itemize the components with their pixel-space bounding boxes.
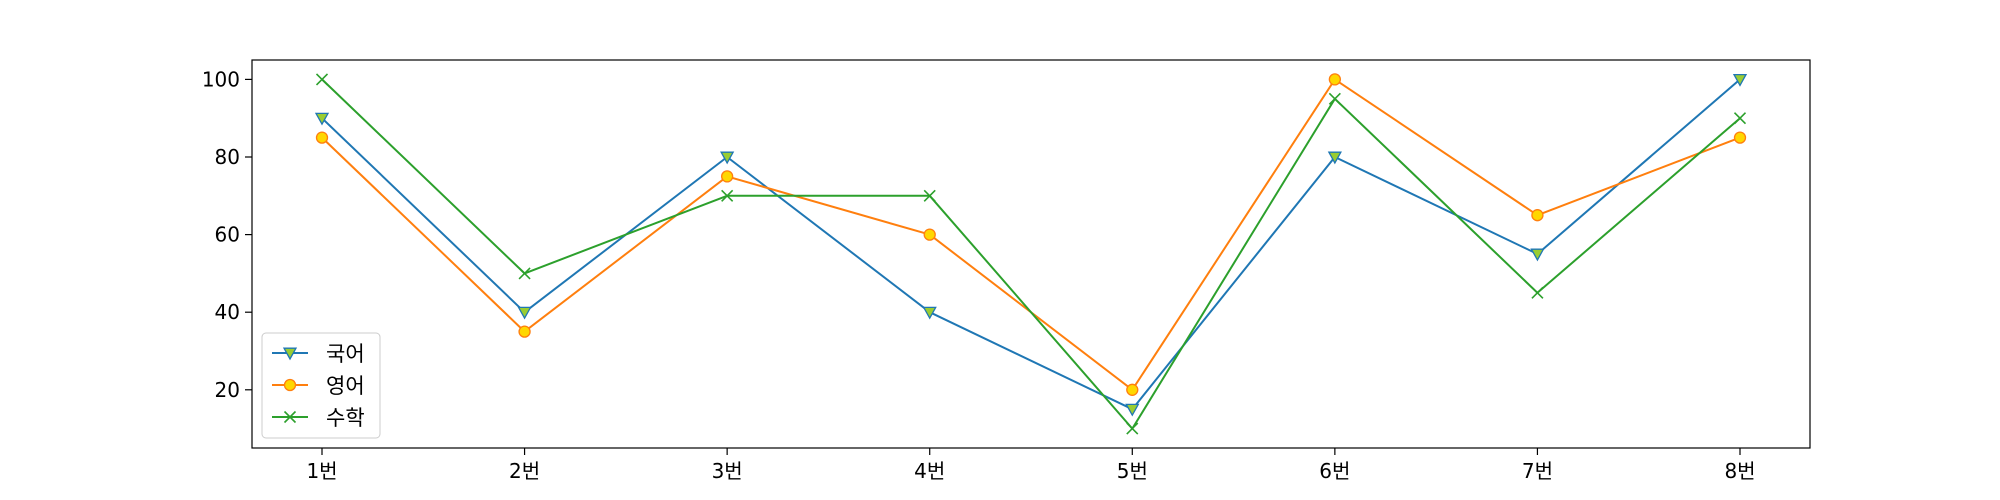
x-tick-label: 3번 — [712, 459, 743, 483]
y-tick-label: 80 — [215, 145, 240, 169]
legend-label: 국어 — [326, 342, 365, 366]
legend-marker — [283, 378, 297, 392]
y-tick-label: 20 — [215, 378, 240, 402]
data-point — [1531, 209, 1544, 222]
data-point — [922, 306, 937, 320]
x-tick-label: 8번 — [1724, 459, 1755, 483]
data-point — [1733, 112, 1747, 125]
legend-entry: 수학 — [272, 406, 365, 430]
x-tick-label: 2번 — [509, 459, 540, 483]
series-group — [314, 73, 1748, 435]
y-tick-label: 100 — [202, 67, 240, 91]
x-tick-label: 5번 — [1117, 459, 1148, 483]
plot-area — [252, 60, 1810, 448]
legend-entry: 국어 — [272, 342, 365, 366]
data-point — [923, 189, 936, 202]
data-point — [1530, 248, 1545, 262]
series-3 — [315, 73, 1747, 435]
series-line — [321, 78, 1741, 430]
data-point — [314, 112, 330, 126]
x-axis: 1번 2번 3번 4번 5번 6번 7번 8번 — [306, 448, 1756, 483]
y-tick-label: 60 — [215, 223, 240, 247]
data-point — [1126, 422, 1139, 435]
data-point — [1328, 73, 1342, 86]
data-point — [518, 267, 531, 280]
data-point — [1126, 383, 1139, 396]
y-tick-label: 40 — [215, 300, 240, 324]
data-point — [1531, 286, 1544, 299]
data-point — [315, 131, 329, 144]
legend-label: 영어 — [326, 374, 365, 398]
data-point — [720, 170, 734, 183]
data-point — [518, 325, 531, 338]
series-line — [321, 78, 1741, 411]
data-point — [721, 189, 734, 202]
x-tick-label: 1번 — [306, 459, 337, 483]
data-point — [720, 151, 735, 165]
legend-box — [261, 332, 381, 439]
data-point — [315, 73, 329, 86]
legend-marker — [283, 410, 297, 424]
y-axis: 20 40 60 80 100 — [202, 67, 252, 402]
plot-frame — [251, 59, 1811, 449]
data-point — [923, 228, 936, 241]
legend-entry: 영어 — [272, 374, 365, 398]
data-point — [1328, 92, 1341, 105]
legend-marker — [282, 347, 298, 361]
x-tick-label: 6번 — [1319, 459, 1350, 483]
data-point — [1327, 151, 1342, 165]
series-1 — [314, 73, 1748, 417]
data-point — [517, 306, 532, 320]
x-tick-label: 7번 — [1522, 459, 1553, 483]
legend-label: 수학 — [326, 406, 365, 430]
x-tick-label: 4번 — [914, 459, 945, 483]
data-point — [1733, 131, 1747, 144]
data-point — [1732, 73, 1748, 87]
data-point — [1125, 403, 1140, 417]
